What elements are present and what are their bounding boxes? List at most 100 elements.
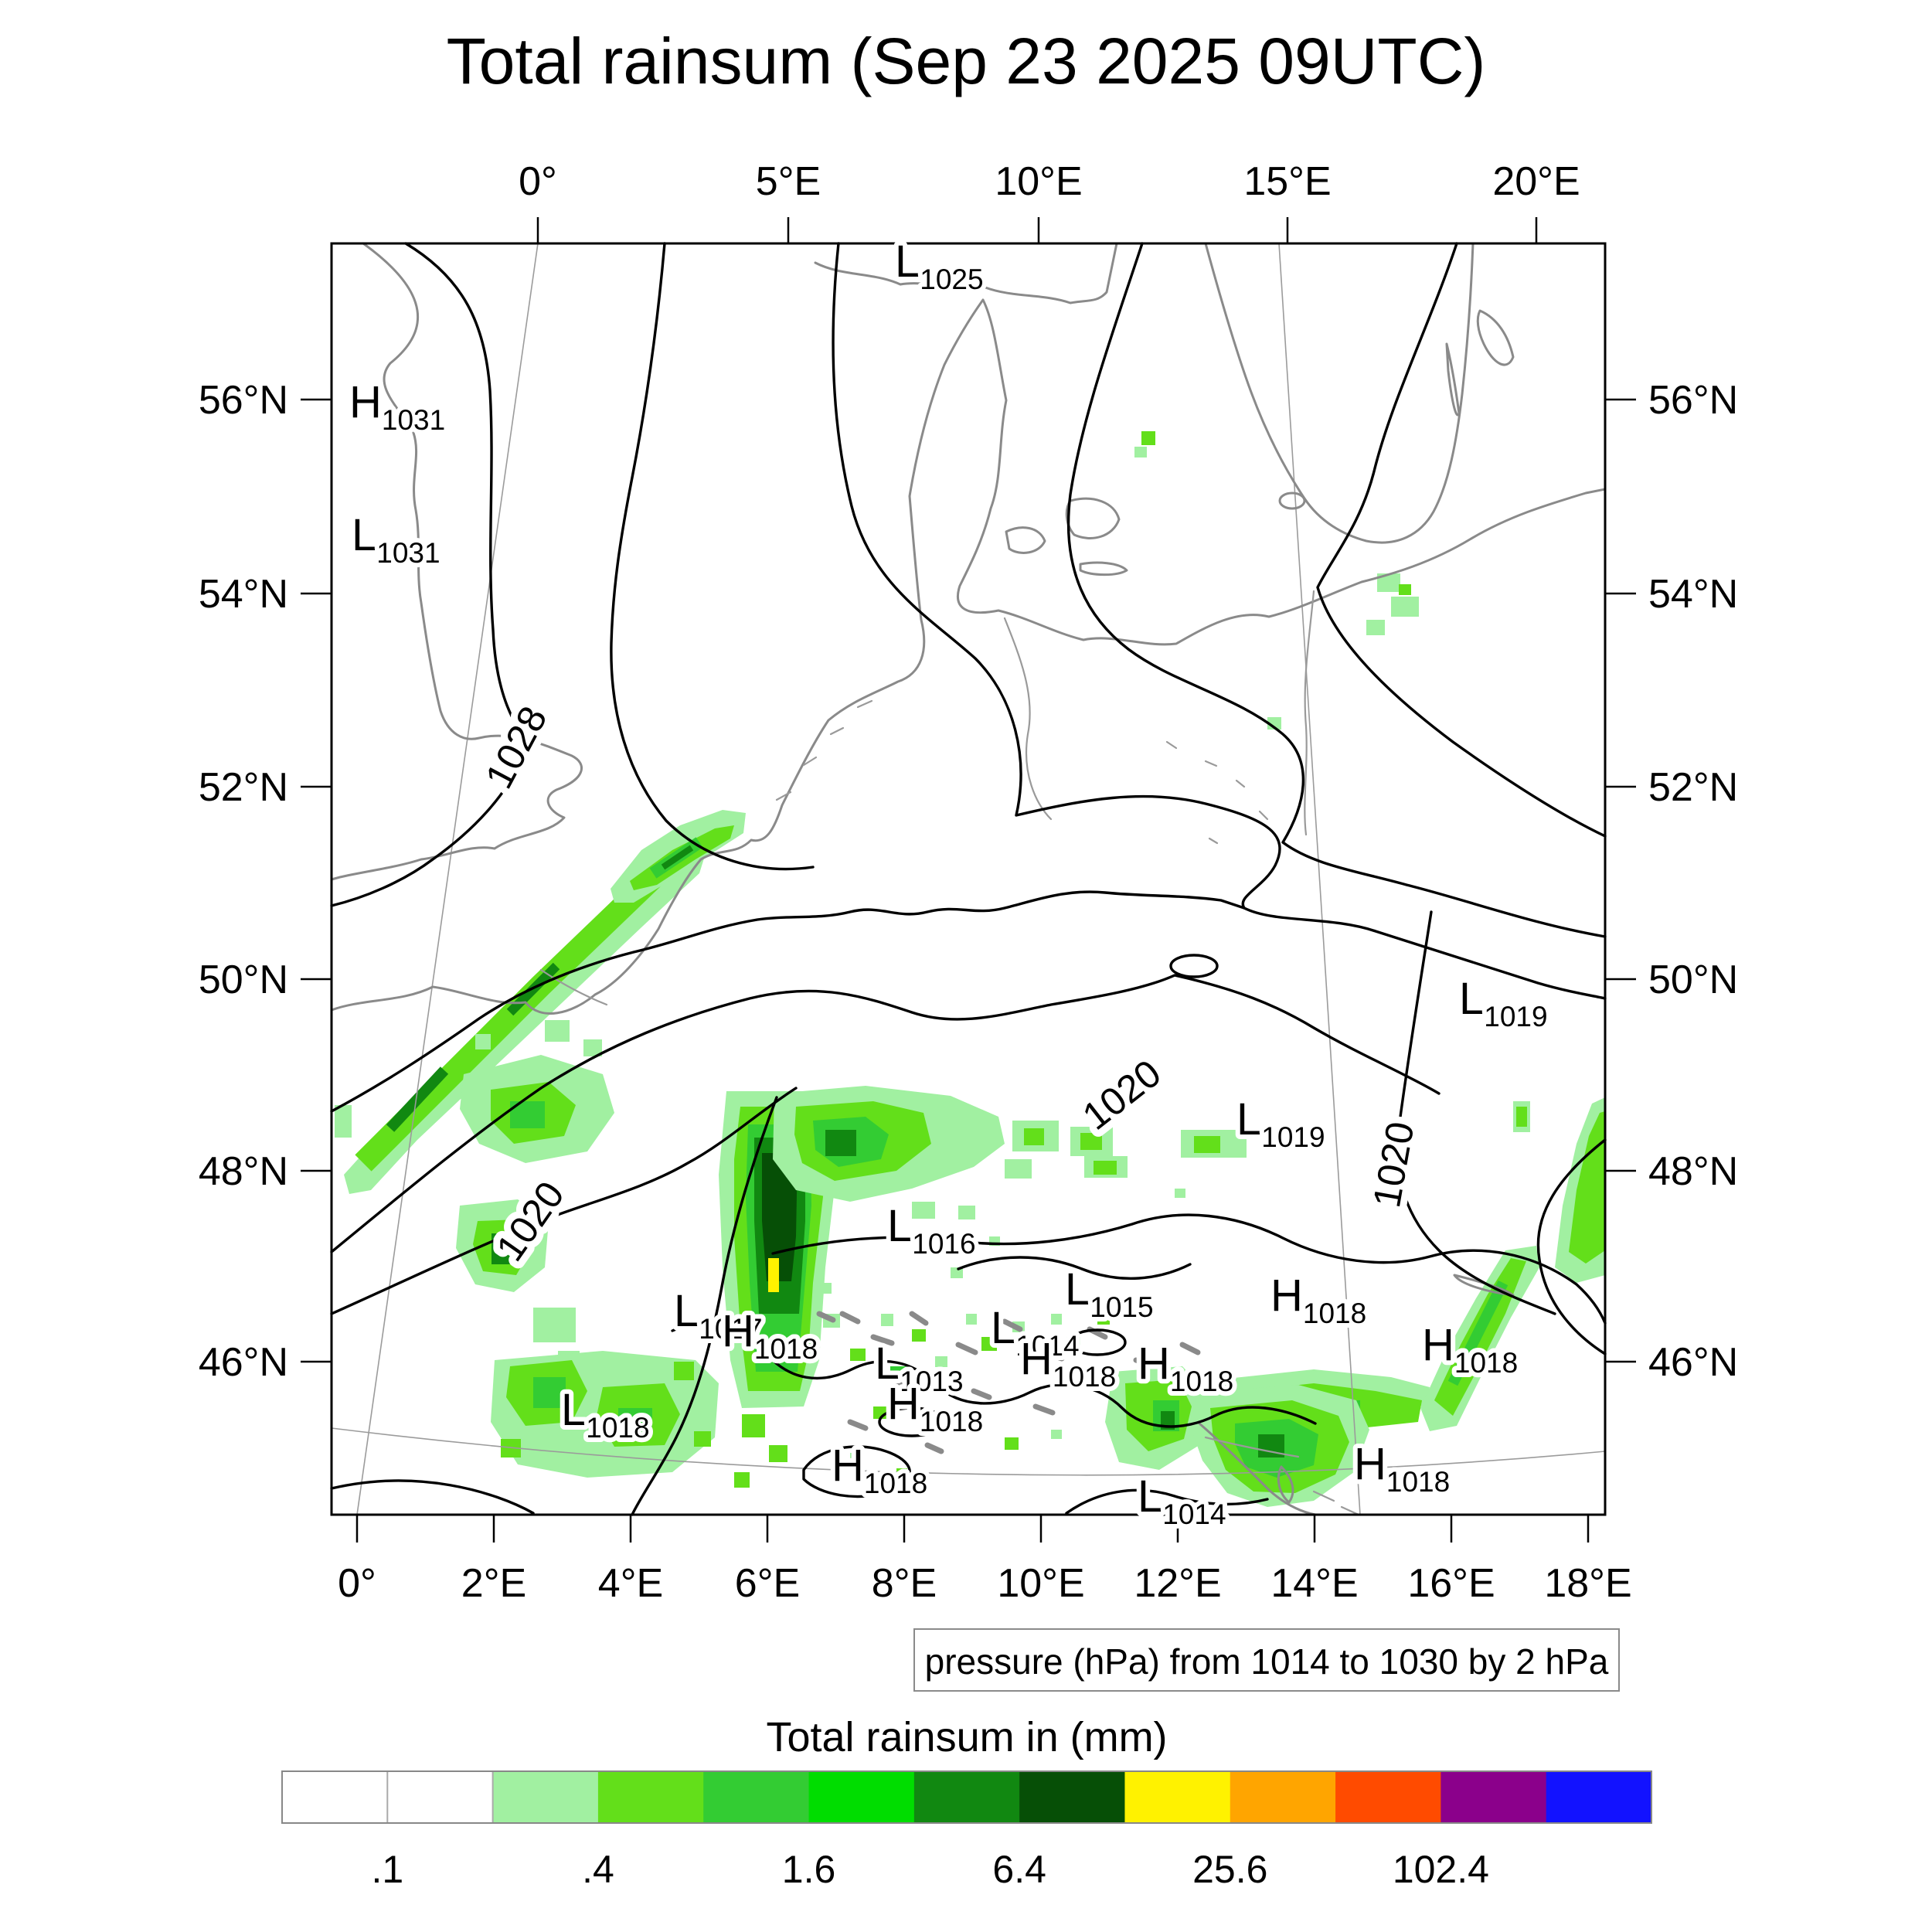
contour-inline-label: 1028 <box>477 699 556 796</box>
rainfall-shading <box>335 431 1605 1507</box>
pressure-marker-L1016: L1016 <box>887 1201 976 1260</box>
contour-1018-loop <box>802 1445 911 1498</box>
island-bornholm <box>1278 492 1306 510</box>
contour-1014-bottom <box>1065 1488 1269 1515</box>
contour-1028 <box>330 242 530 907</box>
axis-label-top: 10°E <box>995 159 1082 204</box>
axis-label-bottom: 16°E <box>1407 1561 1495 1606</box>
axis-label-bottom: 6°E <box>735 1561 800 1606</box>
pressure-marker-L1017: L1017 <box>674 1286 763 1345</box>
contour-1015-wave <box>957 1256 1192 1280</box>
contour-1020-left <box>330 1087 798 1315</box>
pressure-marker-H1018: H1018 <box>1270 1270 1366 1329</box>
parallel-45N <box>331 1427 1606 1476</box>
axis-label-bottom: 18°E <box>1544 1561 1631 1606</box>
meridian-15E <box>1278 243 1361 1515</box>
axis-label-right: 48°N <box>1648 1149 1738 1194</box>
pressure-marker-H1018: H1018 <box>1020 1334 1116 1393</box>
legend-tick-label: 1.6 <box>782 1848 836 1891</box>
contour-right-curve <box>1536 1138 1607 1355</box>
contour-1016 <box>771 1213 1607 1325</box>
pressure-marker-L1031: L1031 <box>352 510 440 569</box>
legend-tick-label: 6.4 <box>992 1848 1046 1891</box>
pressure-marker-L1019: L1019 <box>1459 974 1548 1032</box>
contour-rainband-west <box>631 1096 778 1516</box>
axis-label-left: 56°N <box>199 378 288 423</box>
island-zealand <box>1065 497 1121 539</box>
island-lolland <box>1079 561 1128 577</box>
axis-layer: 0° 5°E 10°E 15°E 20°E 0° 2°E 4°E 6°E 8°E 10°E 12°E 1… <box>199 159 1738 1606</box>
legend-tick-label: .4 <box>582 1848 614 1891</box>
axis-label-bottom: 14°E <box>1270 1561 1358 1606</box>
legend-cell-8 <box>1124 1771 1231 1823</box>
legend-cell-12 <box>1546 1771 1652 1823</box>
contour-loop-small <box>1169 954 1219 978</box>
pressure-marker-H1018: H1018 <box>722 1306 818 1365</box>
coast-sweden <box>1204 242 1475 544</box>
legend-cell-4 <box>703 1771 810 1823</box>
pressure-marker-L1014: L1014 <box>991 1303 1080 1362</box>
legend-cell-6 <box>913 1771 1020 1823</box>
contour-inline-label: 1020 <box>1365 1118 1422 1210</box>
legend-tick-label: .1 <box>371 1848 403 1891</box>
river-po <box>1204 1436 1300 1458</box>
axis-label-bottom: 12°E <box>1134 1561 1221 1606</box>
axis-label-top: 0° <box>519 159 557 204</box>
graticule <box>331 243 1606 1515</box>
legend-cell-11 <box>1440 1771 1547 1823</box>
contour-inline-label: 1020 <box>1074 1051 1168 1138</box>
pressure-marker-H1031: H1031 <box>349 377 445 436</box>
pressure-marker-H1018: H1018 <box>832 1440 927 1499</box>
legend-tick-label: 25.6 <box>1192 1848 1267 1891</box>
legend-cell-2 <box>492 1771 599 1823</box>
axis-label-right: 46°N <box>1648 1340 1738 1385</box>
contour-1024 <box>832 242 1607 1000</box>
axis-label-bottom: 2°E <box>461 1561 526 1606</box>
legend-tick-label: 102.4 <box>1393 1848 1489 1891</box>
axis-label-right: 56°N <box>1648 378 1738 423</box>
legend-colorbar: .1 .4 1.6 6.4 25.6 102.4 <box>281 1770 1652 1891</box>
pressure-system-layer: H1031L1031L1025L1019L1019L1016L1017H1018… <box>345 232 1553 1535</box>
axis-label-bottom: 8°E <box>872 1561 937 1606</box>
axis-label-bottom: 10°E <box>997 1561 1084 1606</box>
chart-title: Total rainsum (Sep 23 2025 09UTC) <box>447 25 1486 97</box>
pressure-marker-L1025: L1025 <box>895 236 984 295</box>
axis-label-right: 52°N <box>1648 765 1738 810</box>
contour-1020-vert <box>1396 910 1556 1315</box>
pressure-caption: pressure (hPa) from 1014 to 1030 by 2 hP… <box>913 1628 1620 1692</box>
contour-loop-b <box>1068 1328 1127 1356</box>
axis-label-left: 54°N <box>199 572 288 617</box>
pressure-marker-H1018: H1018 <box>1422 1320 1518 1379</box>
axis-label-right: 54°N <box>1648 572 1738 617</box>
pressure-marker-L1019: L1019 <box>1236 1094 1325 1153</box>
pressure-marker-L1013: L1013 <box>875 1338 964 1397</box>
island-oland <box>1445 342 1461 417</box>
pressure-marker-H1018: H1018 <box>1138 1338 1233 1397</box>
contour-1020-north <box>330 890 1246 1113</box>
contour-1020-mid <box>330 974 1440 1253</box>
meridian-0E <box>356 243 539 1515</box>
axis-label-bottom: 0° <box>338 1561 376 1606</box>
coast-continent <box>330 298 1607 1015</box>
axis-label-top: 15°E <box>1243 159 1331 204</box>
river-oder <box>1304 590 1315 836</box>
axis-label-left: 52°N <box>199 765 288 810</box>
legend-outline <box>281 1770 1652 1824</box>
pressure-marker-L1015: L1015 <box>1065 1264 1154 1323</box>
river-seine <box>539 968 608 1006</box>
coastlines <box>330 242 1607 1516</box>
adriatic-islands <box>1312 1490 1360 1516</box>
island-fyn <box>1005 526 1046 554</box>
wadden-islands <box>775 699 873 801</box>
contour-1022-baltic <box>1066 242 1607 938</box>
pressure-marker-H1018: H1018 <box>1354 1439 1450 1498</box>
contour-alps-wiggle <box>671 1322 1317 1428</box>
axis-label-top: 20°E <box>1492 159 1580 204</box>
legend-cell-3 <box>597 1771 704 1823</box>
legend-cell-10 <box>1335 1771 1441 1823</box>
axis-label-right: 50°N <box>1648 957 1738 1002</box>
river-elbe <box>1003 617 1053 821</box>
contour-1026 <box>610 242 815 871</box>
axis-label-left: 46°N <box>199 1340 288 1385</box>
legend-cell-1 <box>387 1771 494 1823</box>
